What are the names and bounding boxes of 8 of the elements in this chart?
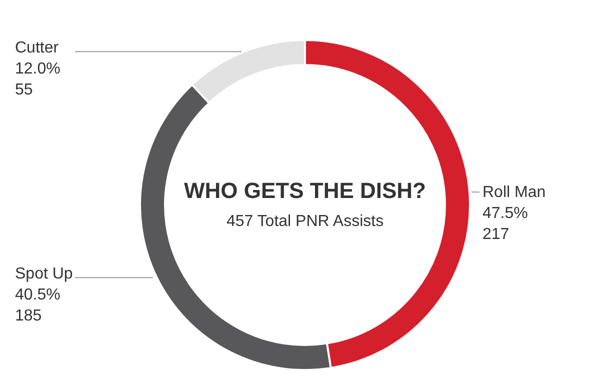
slice-label: Spot Up	[15, 266, 73, 283]
slice-label: Roll Man	[482, 184, 546, 202]
text: 457 Total PNR Assists	[226, 213, 384, 230]
slice-label: Cutter	[15, 40, 60, 57]
data-label: 12.0% 55	[15, 60, 60, 99]
text: WHO GETS THE DISH?	[184, 178, 426, 203]
data-label: 40.5% 185	[15, 286, 60, 325]
data-label: 47.5% 217	[482, 205, 528, 244]
